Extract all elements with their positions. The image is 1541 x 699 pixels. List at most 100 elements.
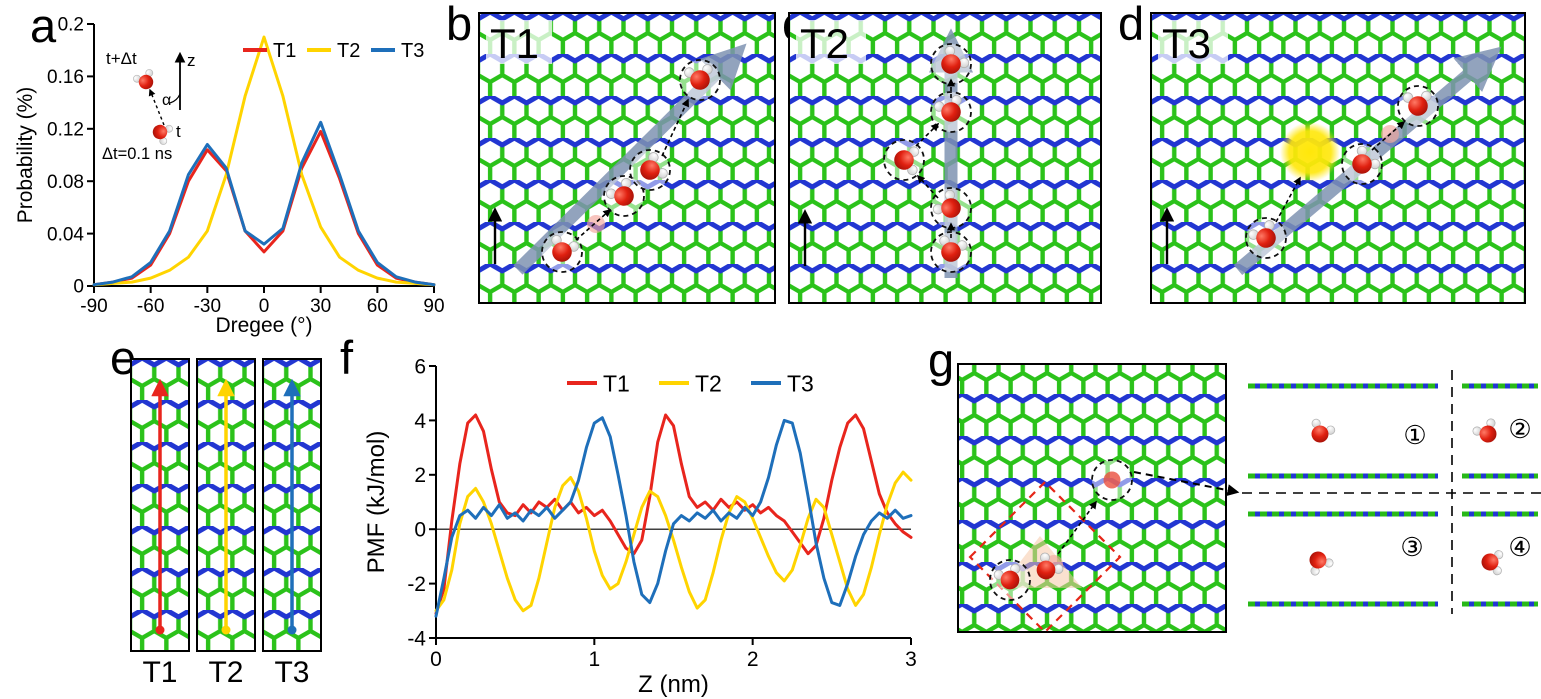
y-tick-label: 0.2	[58, 15, 84, 36]
y-tick-label: -2	[407, 573, 426, 596]
config-panel-2: ②	[1462, 383, 1538, 479]
chart-series	[92, 35, 436, 287]
legend-label-T3: T3	[787, 370, 814, 396]
water-molecule	[1478, 547, 1505, 577]
series-T2	[92, 35, 436, 287]
strip-label-t2: T2	[208, 656, 244, 689]
inset-label-z: z	[187, 51, 196, 70]
panel-d-tag: T3	[1162, 20, 1211, 67]
y-tick-label: 0.12	[47, 119, 84, 140]
panel-label-g: g	[928, 333, 955, 386]
chart-legend: T1 T2 T3	[567, 370, 814, 396]
panel-label-f: f	[340, 331, 354, 384]
y-axis-label: PMF (kJ/mol)	[363, 431, 390, 574]
hop-arrow-icon	[916, 174, 939, 199]
config-panel-1: ①	[1248, 383, 1438, 479]
series-T3	[434, 416, 913, 618]
x-axis-label: Z (nm)	[638, 671, 709, 698]
chart-axes: -90 -60 -30 0 30 60 90 0 0.04 0.08 0.12 0.16 0.2 Dreg…	[14, 15, 445, 337]
hop-positions	[541, 59, 721, 273]
ghost-water	[587, 215, 605, 233]
zoom-link-arrow	[1133, 471, 1240, 497]
tag-backdrop	[486, 20, 552, 64]
inset-label-alpha: α	[162, 92, 171, 109]
orientation-probability-chart: t+Δt z α t Δt=0.1 ns -90 -60 -30 0 30 60 90 0 0.…	[14, 15, 445, 337]
y-tick-label: 0.08	[47, 172, 84, 193]
hop-arrow-icon	[575, 208, 612, 241]
legend-label-T1: T1	[603, 370, 630, 396]
x-tick-label: 60	[367, 296, 388, 317]
panel-label-a: a	[30, 0, 57, 52]
config-panel-4: ④	[1462, 511, 1538, 607]
panel-label-d: d	[1118, 0, 1145, 50]
x-tick-label: 1	[588, 648, 600, 671]
tag-backdrop	[796, 20, 866, 64]
legend-label-T2: T2	[337, 40, 360, 62]
target-site-water	[1103, 471, 1121, 489]
config-1-label: ①	[1403, 420, 1426, 450]
y-tick-label: 6	[414, 355, 426, 378]
panel-b-tag: T1	[490, 20, 539, 67]
x-axis-label: Dregee (°)	[215, 314, 312, 337]
legend-label-T1: T1	[273, 40, 296, 62]
inset-label-dt: Δt=0.1 ns	[102, 145, 172, 163]
series-T1	[92, 129, 436, 287]
panel-c-trajectory-t2: T2	[788, 12, 1102, 304]
panel-label-b: b	[446, 0, 473, 50]
series-T3	[92, 120, 436, 287]
x-tick-label: -90	[80, 296, 107, 317]
water-molecule	[1303, 416, 1338, 449]
legend-label-T3: T3	[401, 40, 424, 62]
angle-definition-inset: t+Δt z α t Δt=0.1 ns	[102, 49, 196, 163]
y-tick-label: 4	[414, 410, 426, 433]
series-T1	[434, 413, 913, 615]
x-tick-label: 2	[747, 648, 759, 671]
config-3-label: ③	[1400, 532, 1423, 562]
config-2-label: ②	[1508, 414, 1531, 444]
config-panel-3: ③	[1248, 511, 1438, 607]
chart-series	[434, 413, 913, 618]
legend-label-T2: T2	[695, 370, 722, 396]
inset-water-later	[130, 66, 160, 95]
alpha-angle-arc	[169, 93, 181, 104]
x-tick-label: -60	[137, 296, 164, 317]
y-tick-label: 0.04	[47, 224, 84, 245]
y-axis-label: Probability (%)	[14, 87, 37, 224]
inset-label-t: t	[176, 122, 181, 141]
hop-arrow-icon	[661, 98, 689, 157]
x-tick-label: 3	[905, 648, 917, 671]
pmf-profile-chart: 0 1 2 3 -4 -2 0 2 4 6 Z (nm) PMF (kJ/mol) T1 T2 T3	[363, 355, 917, 698]
path-strip-t1	[130, 358, 190, 652]
strip-label-t1: T1	[142, 656, 178, 689]
hop-arrow-icon	[1275, 176, 1301, 223]
hop-arrow-icon	[1371, 120, 1406, 151]
hop-arrow-icon	[1057, 500, 1097, 555]
path-strip-t3	[262, 358, 322, 652]
panel-d-trajectory-t3: T3	[1150, 12, 1526, 304]
water-molecules	[989, 459, 1133, 601]
x-tick-label: -30	[194, 296, 221, 317]
chart-legend: T1 T2 T3	[243, 40, 424, 62]
hop-arrow-icon	[915, 122, 940, 147]
panel-c-tag: T2	[800, 20, 849, 67]
path-strip-t2	[196, 358, 256, 652]
series-T2	[434, 470, 913, 613]
inset-label-t-plus-dt: t+Δt	[106, 49, 137, 68]
panel-b-trajectory-t1: T1	[478, 12, 776, 304]
water-molecule	[1301, 545, 1337, 579]
y-tick-label: -4	[407, 627, 426, 650]
y-tick-label: 0	[414, 519, 426, 542]
displacement-dashed-arrow-icon	[148, 88, 165, 126]
tag-backdrop	[1158, 20, 1228, 64]
water-molecule	[1469, 415, 1505, 449]
y-tick-label: 0.16	[47, 67, 84, 88]
inset-water-initial	[147, 118, 176, 148]
x-tick-label: 0	[430, 648, 442, 671]
x-tick-label: 90	[423, 296, 444, 317]
config-4-label: ④	[1508, 532, 1531, 562]
highlighted-site	[1280, 122, 1340, 182]
y-tick-label: 0	[73, 277, 84, 298]
panel-g-hop-mechanism: ① ② ③ ④	[957, 363, 1541, 634]
x-tick-label: 30	[310, 296, 331, 317]
